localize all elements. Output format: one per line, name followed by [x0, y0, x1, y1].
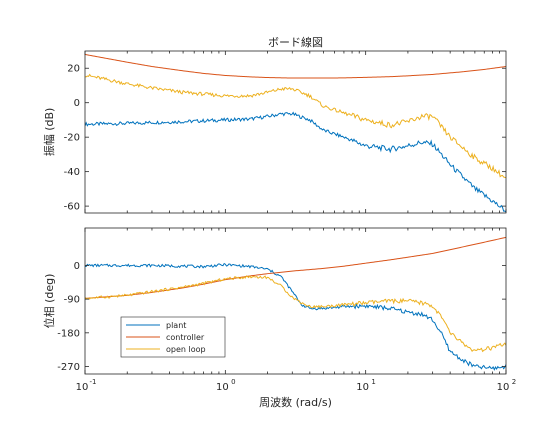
magnitude-ytick-label: -40: [64, 167, 80, 178]
magnitude-ytick-label: 0: [74, 98, 80, 109]
x-tick-label-exponent: 1: [371, 378, 375, 386]
x-tick-label: 10: [216, 382, 229, 393]
legend-label-plant: plant: [166, 321, 186, 330]
phase-ytick-label: -270: [57, 362, 80, 373]
magnitude-ticks-group: 20 0 -20 -40 -60: [64, 51, 507, 213]
phase-ytick-label: -90: [64, 295, 80, 306]
x-tick-label-exponent: -1: [90, 378, 97, 386]
x-tick-label-exponent: 0: [231, 378, 235, 386]
phase-series-controller: [85, 236, 506, 299]
x-tick-label: 10: [356, 382, 369, 393]
magnitude-axes: 20 0 -20 -40 -60 ボード線図 振幅 (dB): [42, 35, 507, 214]
magnitude-series-group: [85, 53, 506, 213]
x-tick-label: 10: [76, 382, 89, 393]
chart-title: ボード線図: [268, 35, 323, 49]
magnitude-ytick-label: -60: [64, 202, 80, 213]
magnitude-series-plant: [85, 111, 506, 213]
x-tick-label: 10: [497, 382, 510, 393]
magnitude-axes-box: [84, 50, 507, 214]
phase-ytick-label: -180: [57, 328, 80, 339]
phase-ytick-label: 0: [74, 261, 80, 272]
x-tick-label-exponent: 2: [512, 378, 516, 386]
phase-y-axis-label: 位相 (deg): [42, 274, 56, 329]
legend-label-open-loop: open loop: [166, 345, 206, 354]
magnitude-plot-area: [85, 51, 506, 213]
legend-label-controller: controller: [166, 333, 205, 342]
x-axis-label: 周波数 (rad/s): [259, 396, 332, 409]
phase-series-group: [85, 236, 506, 371]
magnitude-series-controller: [85, 53, 506, 79]
magnitude-ytick-label: 20: [67, 64, 80, 75]
magnitude-y-axis-label: 振幅 (dB): [42, 108, 56, 157]
phase-axes-box: [84, 227, 507, 375]
phase-series-plant: [85, 262, 506, 371]
phase-series-open-loop: [85, 274, 506, 353]
magnitude-ytick-label: -20: [64, 133, 80, 144]
magnitude-series-open-loop: [85, 73, 506, 179]
legend: plant controller open loop: [120, 316, 226, 358]
